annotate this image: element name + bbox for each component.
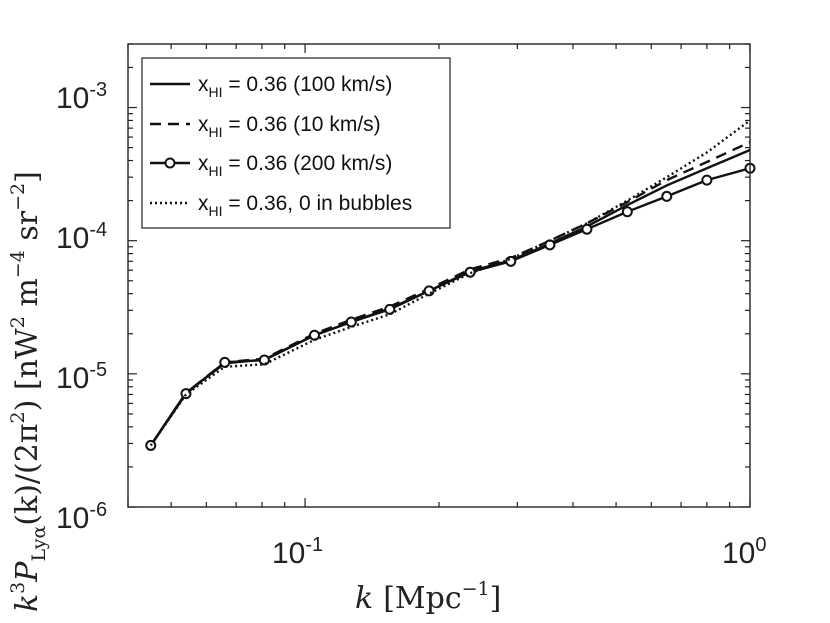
data-point-circle [701, 174, 713, 186]
y-tick-label-1: 10-5 [56, 359, 107, 395]
plot-frame [127, 43, 751, 508]
axis-ticks [127, 43, 751, 508]
x-axis-label: k [Mpc−1] [355, 578, 501, 616]
y-tick-label-2: 10-4 [56, 219, 107, 255]
y-tick-label-0: 10-6 [56, 499, 107, 535]
x-tick-label-0: 10-1 [272, 534, 323, 570]
legend: xHI = 0.36 (100 km/s) xHI = 0.36 (10 km/… [141, 57, 451, 229]
data-point-circle [621, 206, 633, 218]
data-point-circle [581, 223, 593, 235]
series-line-3 [149, 119, 751, 447]
y-tick-label-3: 10-3 [56, 79, 107, 115]
legend-label-100kms: xHI = 0.36 (100 km/s) [198, 73, 392, 100]
series-line-2 [149, 167, 751, 447]
legend-marker-200kms [164, 157, 176, 169]
x-tick-label-1: 100 [722, 534, 767, 570]
y-axis-label: k3PLyα(k)/(2π2) [nW2 m−4 sr−2] [7, 171, 50, 612]
data-point-circle [258, 354, 270, 366]
legend-label-200kms: xHI = 0.36 (200 km/s) [198, 152, 392, 179]
data-point-circle [345, 316, 357, 328]
legend-box [141, 57, 451, 229]
plot-lines [145, 119, 756, 451]
data-point-circle [308, 329, 320, 341]
legend-label-10kms: xHI = 0.36 (10 km/s) [198, 113, 381, 140]
legend-label-bubbles: xHI = 0.36, 0 in bubbles [198, 192, 412, 219]
data-point-circle [219, 356, 231, 368]
data-point-circle [180, 388, 192, 400]
data-point-circle [384, 303, 396, 315]
data-point-circle [661, 190, 673, 202]
